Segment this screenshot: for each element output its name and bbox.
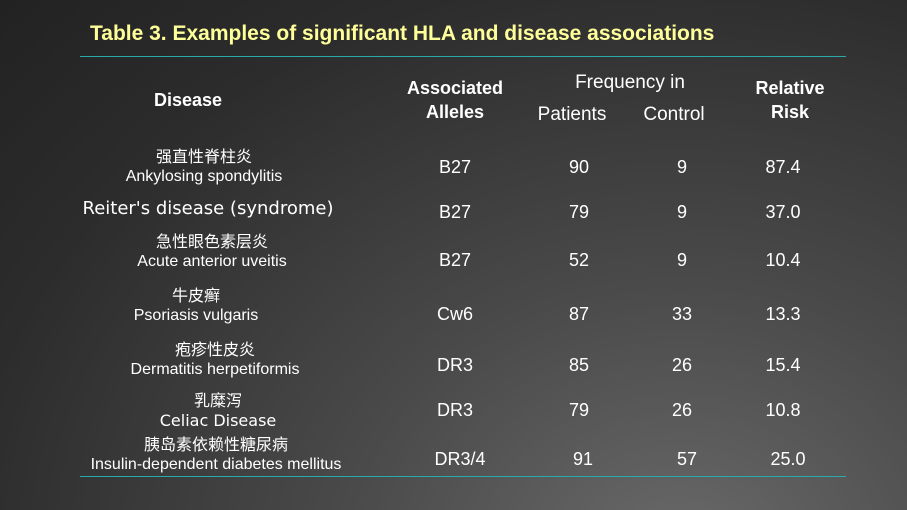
disease-name-cn: 乳糜泻 <box>193 391 242 410</box>
control-cell: 9 <box>676 250 687 270</box>
header-alleles: Associated Alleles <box>395 76 515 124</box>
patients-cell: 79 <box>568 400 590 420</box>
header-control: Control <box>643 104 705 125</box>
risk-cell: 10.8 <box>765 400 801 420</box>
risk-cell: 87.4 <box>765 157 801 177</box>
control-cell: 57 <box>676 449 698 469</box>
header-patients: Patients <box>537 104 607 125</box>
disease-name-en: Acute anterior uveitis <box>137 253 287 270</box>
table-row: 疱疹性皮炎 Dermatitis herpetiformis <box>65 340 365 380</box>
disease-name-cn: 疱疹性皮炎 <box>174 340 255 359</box>
allele-cell: DR3 <box>436 355 473 375</box>
disease-name-en: Dermatitis herpetiformis <box>130 361 300 378</box>
risk-cell: 10.4 <box>765 250 801 270</box>
allele-cell: DR3 <box>436 400 473 420</box>
patients-cell: 52 <box>568 250 590 270</box>
control-cell: 33 <box>671 304 693 324</box>
table-title: Table 3. Examples of significant HLA and… <box>90 22 715 45</box>
header-alleles-label: Associated Alleles <box>406 78 504 122</box>
patients-cell: 79 <box>568 202 590 222</box>
header-frequency: Frequency in <box>575 72 685 93</box>
disease-name-cn: 胰岛素依赖性糖尿病 <box>143 435 288 454</box>
patients-cell: 90 <box>568 157 590 177</box>
disease-name-en: Insulin-dependent diabetes mellitus <box>90 456 342 473</box>
title-divider <box>80 56 846 57</box>
patients-cell: 87 <box>568 304 590 324</box>
table-row: 乳糜泻 Celiac Disease <box>68 391 368 431</box>
allele-cell: B27 <box>438 157 472 177</box>
table-row: 牛皮癣 Psoriasis vulgaris <box>46 286 346 326</box>
header-risk-label: Relative Risk <box>755 78 825 122</box>
allele-cell: B27 <box>438 202 472 222</box>
table-row: Reiter's disease (syndrome) <box>58 199 358 219</box>
risk-cell: 13.3 <box>765 304 801 324</box>
control-cell: 9 <box>676 157 687 177</box>
header-risk: Relative Risk <box>745 76 835 124</box>
allele-cell: B27 <box>438 250 472 270</box>
risk-cell: 15.4 <box>765 355 801 375</box>
disease-name-en: Celiac Disease <box>159 411 277 430</box>
risk-cell: 25.0 <box>770 449 806 469</box>
table-row: 急性眼色素层炎 Acute anterior uveitis <box>62 232 362 272</box>
disease-name-en: Reiter's disease (syndrome) <box>82 198 334 219</box>
control-cell: 26 <box>671 355 693 375</box>
table-row: 强直性脊柱炎 Ankylosing spondylitis <box>54 147 354 187</box>
patients-cell: 91 <box>572 449 594 469</box>
disease-name-en: Ankylosing spondylitis <box>125 168 283 185</box>
patients-cell: 85 <box>568 355 590 375</box>
allele-cell: DR3/4 <box>434 449 486 469</box>
disease-name-cn: 强直性脊柱炎 <box>155 147 252 166</box>
allele-cell: Cw6 <box>436 304 473 324</box>
table-bottom-divider <box>80 476 846 477</box>
control-cell: 9 <box>676 202 687 222</box>
disease-name-en: Psoriasis vulgaris <box>133 307 259 324</box>
control-cell: 26 <box>671 400 693 420</box>
header-disease: Disease <box>153 90 223 110</box>
table-row: 胰岛素依赖性糖尿病 Insulin-dependent diabetes mel… <box>66 435 366 475</box>
risk-cell: 37.0 <box>765 202 801 222</box>
disease-name-cn: 急性眼色素层炎 <box>155 232 268 251</box>
disease-name-cn: 牛皮癣 <box>171 286 220 305</box>
